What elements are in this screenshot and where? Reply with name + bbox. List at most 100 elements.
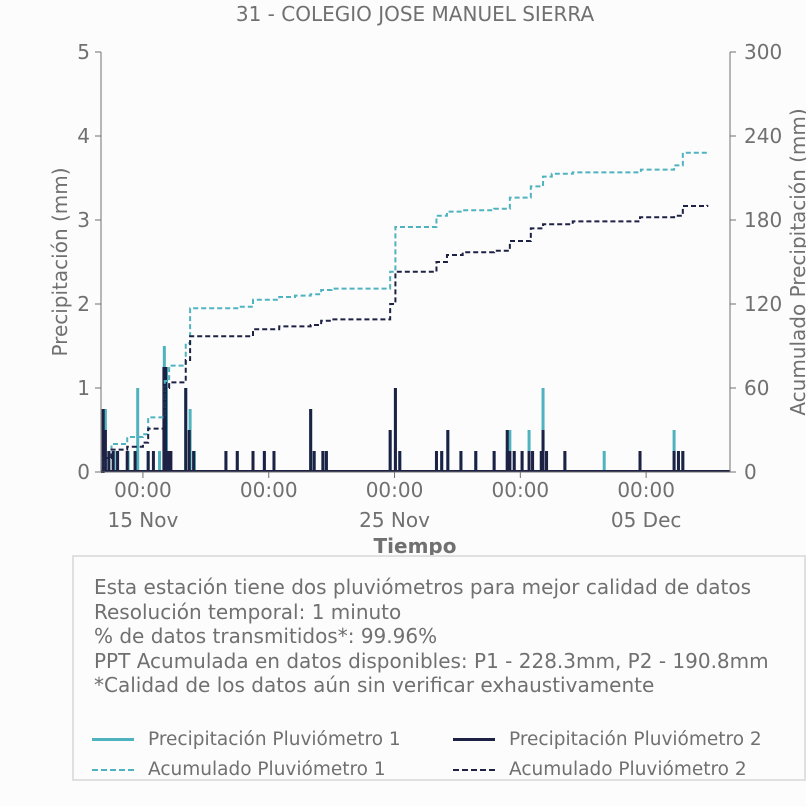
legend-label-p2-precip: Precipitación Pluviómetro 2 — [509, 729, 762, 750]
y2-axis-label: Acumulado Precipitación (mm) — [786, 108, 806, 415]
precip-bar-p2 — [492, 451, 496, 472]
left-y-ticks: 0 1 2 3 4 5 — [77, 40, 101, 484]
precip-bar-p2 — [125, 451, 129, 472]
info-line-resolution: Resolución temporal: 1 minuto — [94, 599, 402, 624]
legend-label-p1-precip: Precipitación Pluviómetro 1 — [148, 729, 401, 750]
left-y-tick-label: 0 — [77, 460, 90, 484]
precip-bar-p2 — [434, 451, 438, 472]
precip-bar-p2 — [116, 451, 120, 472]
cumulative-p1-line — [101, 151, 709, 473]
precip-bar-p2 — [309, 409, 313, 472]
x-tick-time-label: 00:00 — [617, 478, 675, 502]
precip-bar-p2 — [474, 451, 478, 472]
right-y-tick-label: 180 — [744, 208, 782, 232]
chart-axes — [100, 52, 731, 473]
x-tick-date-label: 15 Nov — [108, 508, 179, 532]
x-tick-time-label: 00:00 — [492, 478, 550, 502]
precip-bar-p2 — [527, 451, 531, 472]
precip-bar-p2 — [192, 451, 196, 472]
left-y-tick-label: 4 — [77, 124, 90, 148]
precip-bar-p2 — [107, 451, 111, 472]
precip-bar-p2 — [235, 451, 239, 472]
precip-bar-p2 — [545, 451, 549, 472]
precip-bar-p2 — [103, 430, 107, 472]
legend-item-p2-acum: Acumulado Pluviómetro 2 — [453, 759, 747, 780]
precip-bar-p2 — [388, 430, 392, 472]
precip-p1-bars — [101, 346, 730, 472]
chart-title: 31 - COLEGIO JOSE MANUEL SIERRA — [236, 2, 595, 26]
right-y-ticks: 0 60 120 180 240 300 — [730, 40, 782, 484]
precip-bar-p2 — [505, 430, 509, 472]
legend-swatch-p2-precip — [453, 738, 495, 741]
precip-bar-p2 — [539, 451, 543, 472]
precip-bar-p2 — [681, 451, 685, 472]
precip-bar-p2 — [508, 451, 512, 472]
info-line-transmitted: % de datos transmitidos*: 99.96% — [94, 624, 438, 648]
left-y-tick-label: 2 — [77, 292, 90, 316]
precip-bar-p2 — [184, 388, 188, 472]
info-line-quality: *Calidad de los datos aún sin verificar … — [94, 673, 655, 697]
precip-p2-bars — [101, 367, 730, 472]
precip-bar-p2 — [440, 451, 444, 472]
x-axis-label: Tiempo — [374, 534, 457, 556]
precip-bar-p2 — [638, 451, 642, 472]
precip-bar-p2 — [512, 451, 516, 472]
precip-bar-p2 — [187, 430, 191, 472]
precip-bar-p2 — [272, 451, 276, 472]
left-y-tick-label: 5 — [77, 40, 90, 64]
precip-bar-p2 — [151, 451, 155, 472]
precip-bar-p2 — [146, 451, 150, 472]
precip-bar-p1 — [602, 451, 606, 472]
right-y-tick-label: 0 — [744, 460, 757, 484]
x-tick-time-label: 00:00 — [114, 478, 172, 502]
precip-bar-p2 — [393, 388, 397, 472]
precip-bar-p2 — [672, 451, 676, 472]
precip-bar-p2 — [541, 430, 545, 472]
legend-label-p2-acum: Acumulado Pluviómetro 2 — [509, 759, 747, 780]
rainfall-chart: 31 - COLEGIO JOSE MANUEL SIERRA 0 1 2 3 4 5 0… — [48, 2, 806, 556]
precip-bar-p2 — [101, 409, 105, 472]
legend-item-p1-acum: Acumulado Pluviómetro 1 — [92, 759, 386, 780]
precip-bar-p1 — [158, 451, 162, 472]
precip-bar-p2 — [251, 451, 255, 472]
legend-swatch-p2-acum — [453, 768, 495, 771]
precip-bar-p2 — [169, 451, 173, 472]
info-text: Esta estación tiene dos pluviómetros par… — [94, 575, 769, 698]
legend-label-p1-acum: Acumulado Pluviómetro 1 — [148, 759, 386, 780]
right-y-tick-label: 60 — [744, 376, 769, 400]
legend: Precipitación Pluviómetro 1 Precipitació… — [92, 729, 792, 785]
x-tick-time-label: 00:00 — [240, 478, 298, 502]
cumulative-p2-line — [101, 204, 709, 473]
right-y-tick-label: 240 — [744, 124, 782, 148]
precip-bar-p2 — [166, 451, 170, 472]
precip-bar-p2 — [133, 451, 137, 472]
info-line-accumulated: PPT Acumulada en datos disponibles: P1 -… — [94, 648, 769, 673]
info-line-stations: Esta estación tiene dos pluviómetros par… — [94, 575, 752, 599]
info-box: Esta estación tiene dos pluviómetros par… — [72, 555, 806, 781]
precip-bar-p2 — [563, 451, 567, 472]
precip-bar-p2 — [676, 451, 680, 472]
precip-bar-p2 — [531, 451, 535, 472]
left-y-tick-label: 3 — [77, 208, 90, 232]
y-axis-label: Precipitación (mm) — [48, 167, 72, 356]
precip-bar-p2 — [520, 451, 524, 472]
x-tick-date-label: 25 Nov — [359, 508, 430, 532]
legend-swatch-p1-acum — [92, 768, 134, 771]
precip-bar-p2 — [398, 451, 402, 472]
legend-swatch-p1-precip — [92, 738, 134, 741]
right-y-tick-label: 120 — [744, 292, 782, 316]
legend-item-p2-precip: Precipitación Pluviómetro 2 — [453, 729, 762, 750]
x-tick-time-label: 00:00 — [366, 478, 424, 502]
x-ticks: 00:00 15 Nov 00:00 00:00 25 Nov 00:00 00:00 05 … — [108, 472, 682, 532]
precip-bar-p2 — [224, 451, 228, 472]
x-tick-date-label: 05 Dec — [611, 508, 682, 532]
right-y-tick-label: 300 — [744, 40, 782, 64]
precip-bar-p1 — [136, 388, 140, 472]
legend-item-p1-precip: Precipitación Pluviómetro 1 — [92, 729, 401, 750]
precip-bar-p2 — [262, 451, 266, 472]
precip-bar-p2 — [459, 451, 463, 472]
precip-bar-p2 — [321, 451, 325, 472]
precip-bar-p2 — [324, 451, 328, 472]
left-y-tick-label: 1 — [77, 376, 90, 400]
precip-bar-p2 — [446, 430, 450, 472]
